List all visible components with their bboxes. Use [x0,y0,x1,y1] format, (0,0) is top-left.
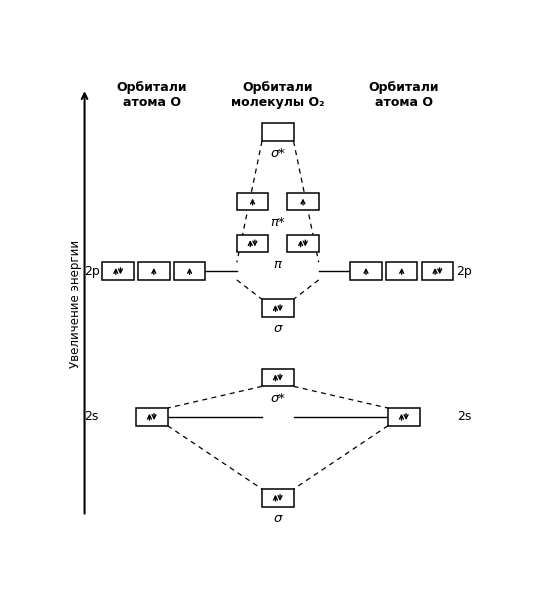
Text: 2p: 2p [456,264,472,278]
Text: Увеличение энергии: Увеличение энергии [69,239,82,368]
Bar [237,193,268,210]
Text: σ: σ [274,323,282,335]
Bar [262,299,294,317]
Text: 2s: 2s [457,410,472,423]
Bar [422,262,453,280]
Bar [388,408,420,426]
Text: Орбитали
молекулы О₂: Орбитали молекулы О₂ [231,81,325,109]
Text: 2p: 2p [83,264,100,278]
Bar [102,262,134,280]
Text: σ: σ [274,512,282,525]
Bar [262,123,294,141]
Bar [237,234,268,252]
Bar [262,369,294,386]
Text: π: π [274,258,282,270]
Bar [174,262,205,280]
Bar [287,193,319,210]
Bar [287,234,319,252]
Text: Орбитали
атома О: Орбитали атома О [117,81,187,109]
Text: π*: π* [270,216,285,229]
Bar [136,408,167,426]
Text: σ*: σ* [270,147,285,160]
Bar [386,262,417,280]
Bar [350,262,382,280]
Text: σ*: σ* [270,392,285,405]
Text: Орбитали
атома О: Орбитали атома О [369,81,439,109]
Text: 2s: 2s [83,410,98,423]
Bar [262,489,294,507]
Bar [138,262,170,280]
